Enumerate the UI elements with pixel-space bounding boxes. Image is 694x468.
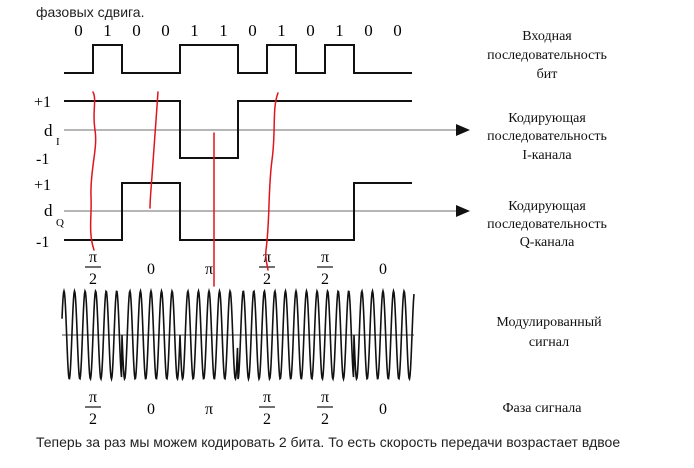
phase-fraction-numerator: π: [263, 249, 271, 266]
top-caption: фазовых сдвига.: [36, 4, 145, 20]
i-label-line-2: последовательность: [487, 129, 607, 144]
bit-label: 0: [306, 21, 315, 40]
bit-label: 0: [161, 21, 170, 40]
phase-value: π: [205, 261, 213, 278]
right-labels: Входная последовательность бит Кодирующа…: [487, 29, 607, 416]
q-label-line-3: Q-канала: [520, 235, 575, 250]
i-label-line-1: Кодирующая: [508, 111, 586, 126]
phase-value: 0: [147, 401, 155, 418]
q-plus-one-label: +1: [34, 177, 51, 194]
i-d-subscript: I: [56, 136, 60, 148]
phase-fraction-denominator: 2: [263, 411, 271, 428]
i-d-label: d: [44, 121, 53, 140]
phase-fraction-numerator: π: [263, 389, 271, 406]
bit-label: 0: [393, 21, 402, 40]
bit-label: 1: [335, 21, 344, 40]
phase-value: 0: [379, 401, 387, 418]
phase-value: 0: [147, 261, 155, 278]
i-channel-waveform: [64, 100, 412, 159]
q-minus-one-label: -1: [36, 234, 49, 251]
bit-label: 0: [248, 21, 257, 40]
input-bit-waveform: [64, 44, 412, 74]
bit-label: 1: [190, 21, 199, 40]
phase-fraction-denominator: 2: [321, 411, 329, 428]
phase-labels-row-1: π 2 0 π π 2 π 2 0: [85, 249, 387, 288]
phase-fraction-denominator: 2: [263, 271, 271, 288]
phase-fraction-denominator: 2: [89, 411, 97, 428]
annotation-stroke-1: [89, 91, 97, 251]
modulated-label-line-1: Модулированный: [496, 315, 602, 330]
bit-label: 1: [103, 21, 112, 40]
phase-label: Фаза сигнала: [503, 401, 583, 416]
bit-label: 1: [219, 21, 228, 40]
phase-fraction-numerator: π: [321, 249, 329, 266]
q-channel-waveform: [64, 182, 412, 241]
bit-labels: 0 1 0 0 1 1 0 1 0 1 0 0: [74, 21, 402, 40]
phase-fraction-numerator: π: [89, 249, 97, 266]
i-plus-one-label: +1: [34, 94, 51, 111]
phase-labels-row-2: π 2 0 π π 2 π 2 0: [85, 389, 387, 428]
phase-fraction-denominator: 2: [89, 271, 97, 288]
bottom-caption: Теперь за раз мы можем кодировать 2 бита…: [36, 434, 621, 450]
annotation-stroke-4: [265, 92, 279, 271]
q-d-label: d: [44, 201, 53, 220]
bit-label: 0: [74, 21, 83, 40]
input-label-line-2: последовательность: [487, 48, 607, 63]
bit-label: 1: [277, 21, 286, 40]
phase-value: π: [205, 401, 213, 418]
input-label-line-3: бит: [537, 67, 558, 82]
handwritten-annotations: [89, 91, 279, 287]
i-label-line-3: I-канала: [522, 148, 572, 163]
modulated-signal-waveform: [61, 287, 415, 383]
input-label-line-1: Входная: [522, 29, 572, 44]
i-channel-axis-arrow: [456, 124, 470, 136]
annotation-stroke-2: [149, 91, 159, 209]
i-minus-one-label: -1: [36, 151, 49, 168]
phase-fraction-numerator: π: [321, 389, 329, 406]
phase-value: 0: [379, 261, 387, 278]
phase-fraction-numerator: π: [89, 389, 97, 406]
modulated-label-line-2: сигнал: [529, 335, 569, 350]
phase-fraction-denominator: 2: [321, 271, 329, 288]
bit-label: 0: [132, 21, 141, 40]
q-label-line-1: Кодирующая: [508, 199, 586, 214]
bit-label: 0: [364, 21, 373, 40]
q-label-line-2: последовательность: [487, 217, 607, 232]
q-channel-axis-arrow: [456, 205, 470, 217]
q-d-subscript: Q: [56, 217, 64, 229]
